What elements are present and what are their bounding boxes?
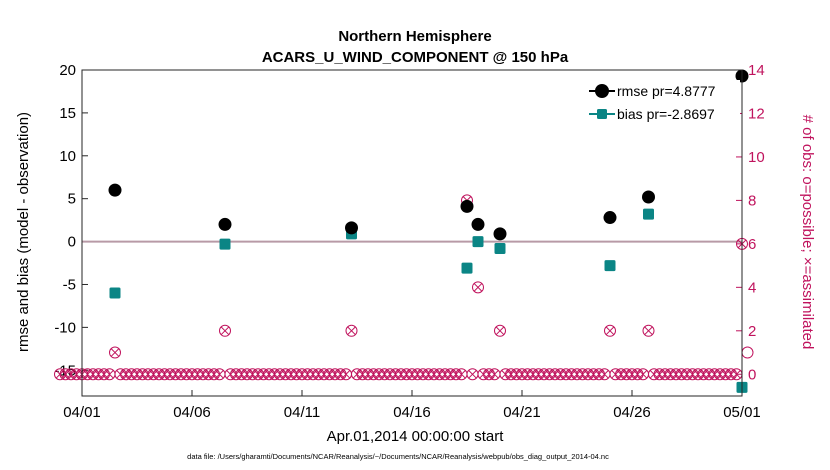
legend-rmse-label: rmse pr=4.8777 <box>617 83 716 99</box>
obs-assimilated-marker <box>495 326 505 336</box>
obs-assimilated-marker <box>605 326 615 336</box>
obs-possible-marker <box>109 346 121 359</box>
y-axis-label: rmse and bias (model - observation) <box>15 112 32 352</box>
y-right-tick-label: 12 <box>748 105 765 122</box>
rmse-point <box>218 217 232 231</box>
obs-assimilated-marker <box>473 283 483 292</box>
legend-bias-label: bias pr=-2.8697 <box>617 106 715 122</box>
y-right-tick-label: 14 <box>748 62 765 79</box>
obs-assimilated-marker <box>644 326 653 336</box>
bias-point <box>472 236 484 248</box>
y-right-tick-label: 6 <box>748 236 756 253</box>
data-file-footnote: data file: /Users/gharamti/Documents/NCA… <box>187 452 609 461</box>
bias-point <box>219 238 231 250</box>
y-tick-label: 0 <box>68 234 76 251</box>
y-tick-label: -10 <box>54 319 76 336</box>
rmse-point <box>108 183 122 197</box>
obs-assimilated-marker <box>468 370 477 379</box>
y-right-tick-label: 10 <box>748 149 765 166</box>
obs-assimilated-marker <box>220 326 230 336</box>
bias-point <box>604 260 616 272</box>
plot-frame <box>81 69 743 397</box>
obs-possible-marker <box>494 324 506 337</box>
x-tick-label: 05/01 <box>723 404 761 421</box>
obs-assimilated-marker <box>347 326 356 336</box>
rmse-point <box>345 221 358 235</box>
obs-assimilated-marker <box>490 370 499 379</box>
x-tick-label: 04/26 <box>613 404 651 421</box>
y-tick-label: 5 <box>68 191 76 208</box>
y-right-tick-label: 2 <box>748 323 756 340</box>
bias-point <box>461 262 473 274</box>
obs-possible-marker <box>642 324 655 337</box>
obs-assimilated-marker <box>638 370 648 379</box>
x-tick-label: 04/16 <box>393 404 431 421</box>
obs-assimilated-marker <box>600 370 609 379</box>
x-tick-label: 04/01 <box>63 404 101 421</box>
x-tick-label: 04/11 <box>284 404 320 421</box>
obs-possible-marker <box>604 324 616 337</box>
bias-point <box>643 208 654 220</box>
bias-point <box>109 287 121 299</box>
obs-possible-marker <box>472 281 484 294</box>
obs-assimilated-marker <box>215 370 224 379</box>
obs-layer <box>54 194 754 381</box>
y-tick-label: -5 <box>63 276 76 293</box>
y-axis-label-right: # of obs: o=possible; ×=assimilated <box>799 115 816 350</box>
rmse-point <box>493 227 507 241</box>
rmse-point <box>603 211 617 225</box>
obs-assimilated-marker <box>732 370 741 379</box>
rmse-point <box>471 217 485 231</box>
legend-box <box>584 80 740 132</box>
obs-assimilated-marker <box>105 370 114 379</box>
x-axis-label: Apr.01,2014 00:00:00 start <box>327 428 505 445</box>
obs-possible-marker <box>345 324 358 337</box>
y-tick-label: 15 <box>59 105 76 122</box>
obs-possible-marker <box>219 324 231 337</box>
obs-assimilated-marker <box>457 370 466 379</box>
legend: rmse pr=4.8777 bias pr=-2.8697 <box>584 80 740 132</box>
y-right-tick-label: 0 <box>748 366 756 383</box>
y-tick-label: 20 <box>59 62 76 79</box>
chart-subtitle: ACARS_U_WIND_COMPONENT @ 150 hPa <box>262 49 569 66</box>
obs-assimilated-marker <box>110 348 120 357</box>
x-tick-label: 04/21 <box>503 404 541 421</box>
legend-bias-marker <box>597 109 607 119</box>
obs-possible-marker <box>741 346 754 359</box>
chart-title: Northern Hemisphere <box>338 28 491 45</box>
y-right-tick-label: 8 <box>748 192 756 209</box>
y-tick-label: 10 <box>59 148 76 165</box>
x-tick-label: 04/06 <box>173 404 211 421</box>
bias-point <box>494 242 506 254</box>
y-right-tick-label: 4 <box>748 279 756 296</box>
rmse-point <box>460 199 474 213</box>
legend-rmse-marker <box>595 84 609 98</box>
rmse-point <box>642 190 655 204</box>
obs-assimilated-marker <box>341 370 351 379</box>
